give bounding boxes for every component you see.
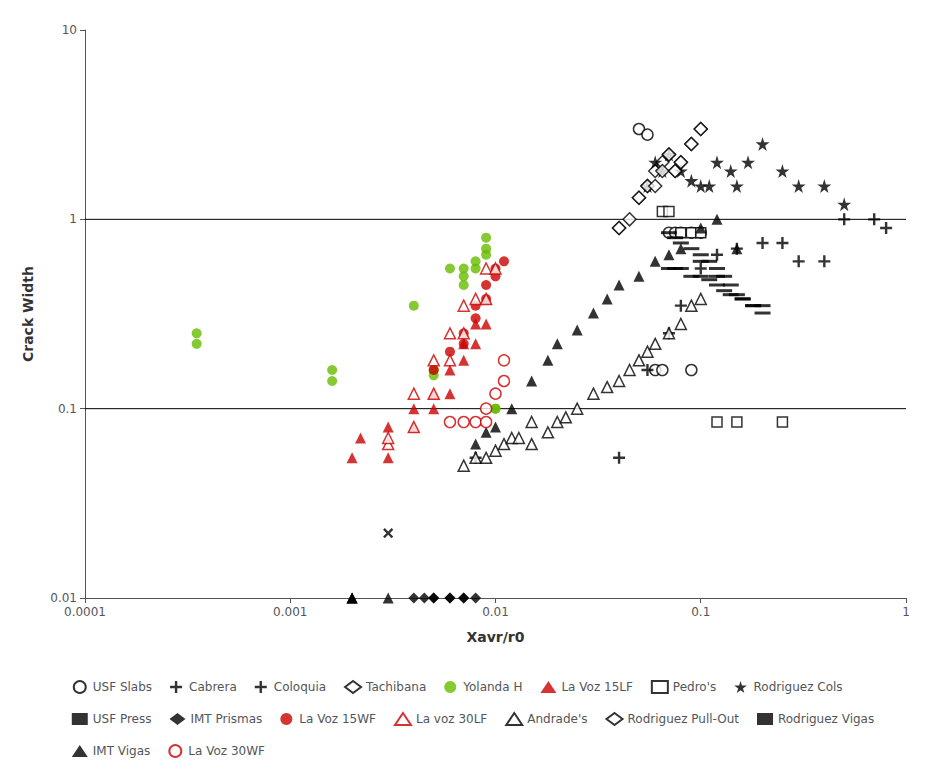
svg-text:Yolanda H: Yolanda H <box>462 680 522 694</box>
svg-text:IMT Prismas: IMT Prismas <box>190 712 262 726</box>
svg-text:La Voz 30WF: La Voz 30WF <box>188 744 265 758</box>
svg-text:IMT Vigas: IMT Vigas <box>93 744 151 758</box>
svg-text:10: 10 <box>62 23 77 37</box>
svg-text:0.01: 0.01 <box>482 605 509 619</box>
svg-text:Pedro's: Pedro's <box>673 680 716 694</box>
svg-text:La Voz 15WF: La Voz 15WF <box>299 712 376 726</box>
svg-text:Xavr/r0: Xavr/r0 <box>466 629 524 645</box>
svg-text:Rodriguez Cols: Rodriguez Cols <box>754 680 843 694</box>
svg-text:Rodriguez Pull-Out: Rodriguez Pull-Out <box>628 712 740 726</box>
svg-text:Coloquia: Coloquia <box>274 680 326 694</box>
svg-text:Tachibana: Tachibana <box>365 680 426 694</box>
svg-text:Rodriguez Vigas: Rodriguez Vigas <box>778 712 874 726</box>
svg-text:1: 1 <box>902 605 910 619</box>
svg-text:1: 1 <box>69 212 77 226</box>
svg-text:Cabrera: Cabrera <box>189 680 237 694</box>
svg-text:0.01: 0.01 <box>50 591 77 605</box>
svg-text:USF Press: USF Press <box>93 712 152 726</box>
svg-text:La Voz 15LF: La Voz 15LF <box>561 680 633 694</box>
svg-text:Crack Width: Crack Width <box>20 266 36 362</box>
svg-text:0.0001: 0.0001 <box>64 605 106 619</box>
svg-text:Andrade's: Andrade's <box>527 712 587 726</box>
svg-text:0.1: 0.1 <box>58 402 77 416</box>
svg-text:USF Slabs: USF Slabs <box>93 680 152 694</box>
svg-text:La voz 30LF: La voz 30LF <box>416 712 487 726</box>
svg-text:0.1: 0.1 <box>691 605 710 619</box>
svg-text:0.001: 0.001 <box>273 605 307 619</box>
